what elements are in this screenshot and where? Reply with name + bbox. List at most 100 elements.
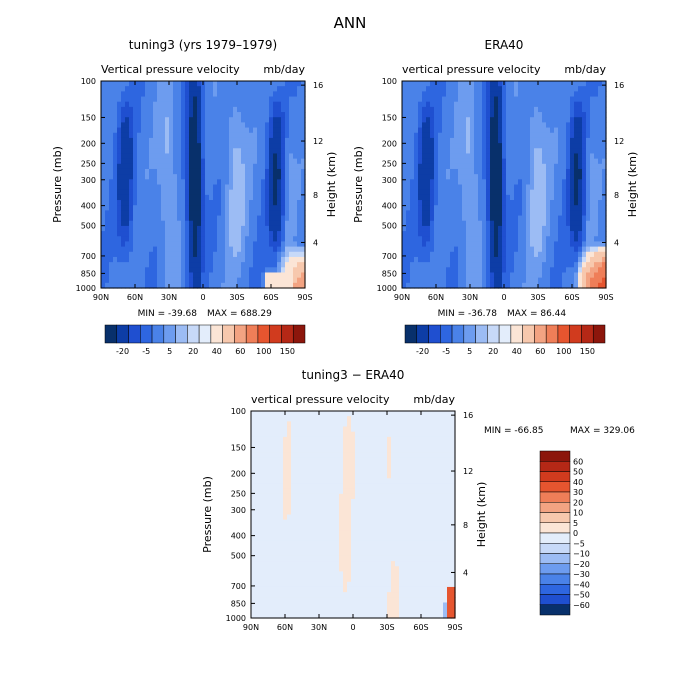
obs-cell (430, 158, 435, 165)
model-cell (217, 148, 222, 155)
obs-cell (566, 277, 571, 284)
obs-cell (498, 106, 503, 113)
obs-cell (414, 225, 419, 232)
obs-colorbar-label: 100 (556, 347, 571, 356)
model-cell (137, 168, 142, 175)
obs-cell (402, 246, 407, 253)
diff-cell (315, 431, 320, 438)
model-cell (233, 194, 238, 201)
diff-cell (303, 431, 308, 438)
model-cell (201, 251, 206, 258)
obs-cell (498, 220, 503, 227)
model-cell (141, 251, 146, 258)
obs-cell (482, 117, 487, 123)
model-cell (249, 205, 254, 211)
model-cell (105, 106, 110, 113)
obs-cell (486, 127, 491, 134)
obs-cell (414, 158, 419, 165)
diff-cell (299, 519, 304, 526)
diff-cell (259, 545, 264, 552)
diff-cell (271, 592, 276, 598)
diff-cell (259, 586, 264, 593)
diff-cell (287, 442, 292, 448)
obs-cell (522, 101, 527, 108)
model-cell (161, 168, 166, 175)
model-cell (205, 231, 210, 237)
obs-cell (510, 153, 515, 160)
obs-cell (474, 267, 479, 274)
model-colorbar-box (281, 324, 294, 344)
model-cell (129, 277, 134, 284)
diff-cell (267, 586, 272, 593)
model-cell (269, 251, 274, 258)
diff-cell (271, 535, 276, 541)
obs-cell (446, 262, 451, 268)
model-cell (245, 210, 250, 217)
model-cell (261, 220, 266, 227)
obs-cell (506, 106, 511, 113)
model-cell (121, 132, 126, 139)
model-cell (125, 200, 130, 206)
model-cell (157, 163, 162, 170)
obs-cell (602, 210, 607, 217)
model-cell (273, 148, 278, 155)
model-cell (137, 106, 142, 113)
obs-cell (542, 127, 547, 134)
model-cell (153, 277, 158, 284)
model-units-label: mb/day (263, 63, 305, 76)
model-cell (149, 210, 154, 217)
obs-cell (442, 148, 447, 155)
obs-cell (554, 205, 559, 211)
diff-cell (287, 436, 292, 443)
diff-cell (315, 545, 320, 552)
obs-cell (406, 174, 411, 180)
obs-cell (590, 251, 595, 258)
obs-cell (590, 112, 595, 118)
model-cell (301, 205, 306, 211)
model-cell (197, 179, 202, 186)
obs-cell (554, 267, 559, 274)
model-cell (113, 241, 118, 248)
model-cell (165, 246, 170, 253)
obs-cell (578, 81, 583, 87)
model-cell (281, 127, 286, 134)
diff-cell (315, 550, 320, 557)
model-cell (209, 101, 214, 108)
diff-cell (299, 509, 304, 516)
obs-cell (598, 251, 603, 258)
model-cell (185, 251, 190, 258)
model-cell (277, 158, 282, 165)
model-cell (277, 96, 282, 103)
obs-cell (490, 251, 495, 258)
model-cell (241, 148, 246, 155)
model-cell (165, 91, 170, 98)
obs-cell (590, 106, 595, 113)
model-cell (245, 225, 250, 232)
obs-cell (422, 246, 427, 253)
diff-cell (295, 555, 300, 562)
obs-cell (586, 241, 591, 248)
model-cell (133, 101, 138, 108)
model-cell (241, 158, 246, 165)
model-cell (241, 246, 246, 253)
obs-cell (570, 267, 575, 274)
model-cell (213, 205, 218, 211)
model-cell (129, 231, 134, 237)
obs-cell (482, 137, 487, 144)
model-colorbar-box (116, 324, 129, 344)
model-cell (285, 256, 290, 263)
obs-cell (570, 127, 575, 134)
model-cell (273, 210, 278, 217)
obs-cell (502, 96, 507, 103)
obs-cell (426, 91, 431, 98)
obs-cell (598, 241, 603, 248)
model-cell (169, 122, 174, 129)
obs-cell (462, 225, 467, 232)
obs-cell (506, 231, 511, 237)
diff-cell (259, 571, 264, 578)
obs-cell (506, 210, 511, 217)
obs-cell (498, 200, 503, 206)
model-cell (217, 189, 222, 196)
model-cell (141, 262, 146, 268)
obs-cell (526, 272, 531, 279)
